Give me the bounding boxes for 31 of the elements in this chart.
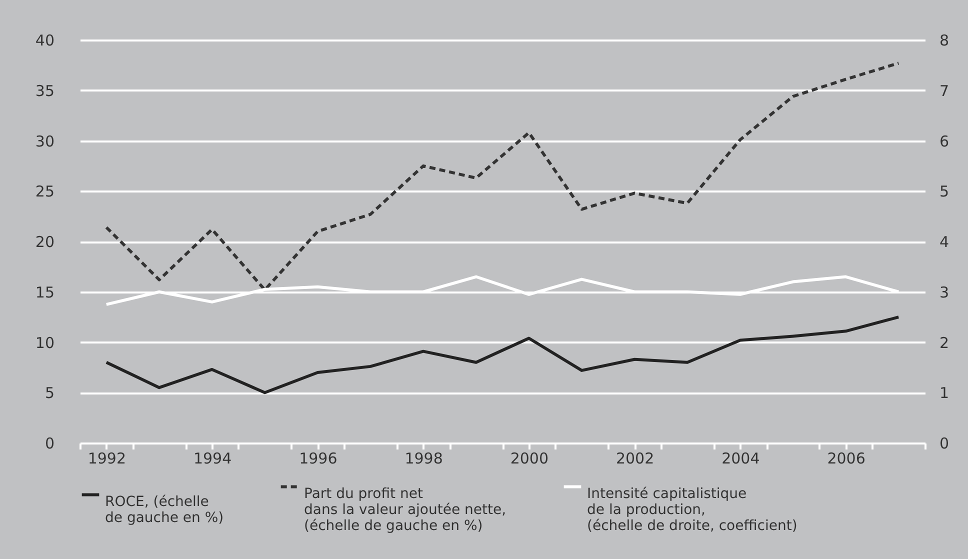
legend-label: Intensité capitalistique de la production, (échelle de droite, coefficient)	[587, 486, 798, 534]
y-tick-label: 0	[44, 434, 54, 452]
y2-tick-label: 6	[940, 132, 950, 150]
y2-tick-label: 0	[940, 434, 950, 452]
y-tick-label: 35	[35, 82, 54, 100]
legend-label: Part du profit net dans la valeur ajoutée nette, (échelle de gauche en %)	[304, 486, 506, 534]
x-tick-label: 2000	[510, 450, 548, 468]
y2-tick-label: 5	[940, 182, 950, 201]
y2-tick-label: 3	[940, 283, 950, 302]
x-tick-label: 2004	[722, 450, 760, 468]
y-tick-label: 20	[35, 233, 54, 251]
x-tick-label: 2002	[616, 450, 654, 468]
y-tick-label: 40	[35, 32, 54, 50]
y-tick-label: 10	[35, 334, 54, 352]
y2-tick-label: 4	[940, 233, 950, 251]
x-tick-label: 1994	[193, 450, 232, 468]
y2-tick-label: 7	[940, 82, 950, 100]
line-series	[104, 316, 900, 394]
y-tick-label: 25	[35, 182, 54, 201]
y2-tick-label: 1	[940, 384, 950, 402]
y-tick-label: 30	[35, 132, 54, 150]
x-tick-label: 1996	[299, 450, 338, 468]
x-tick-label: 1998	[404, 450, 443, 468]
legend-label: ROCE, (échelle de gauche en %)	[105, 494, 224, 526]
y2-tick-label: 8	[940, 32, 950, 50]
y-tick-label: 5	[44, 384, 54, 402]
y-tick-label: 15	[35, 283, 54, 302]
y2-tick-label: 2	[940, 334, 950, 352]
x-tick-label: 1992	[88, 450, 126, 468]
x-tick-label: 2006	[827, 450, 866, 468]
line-series	[104, 62, 900, 292]
